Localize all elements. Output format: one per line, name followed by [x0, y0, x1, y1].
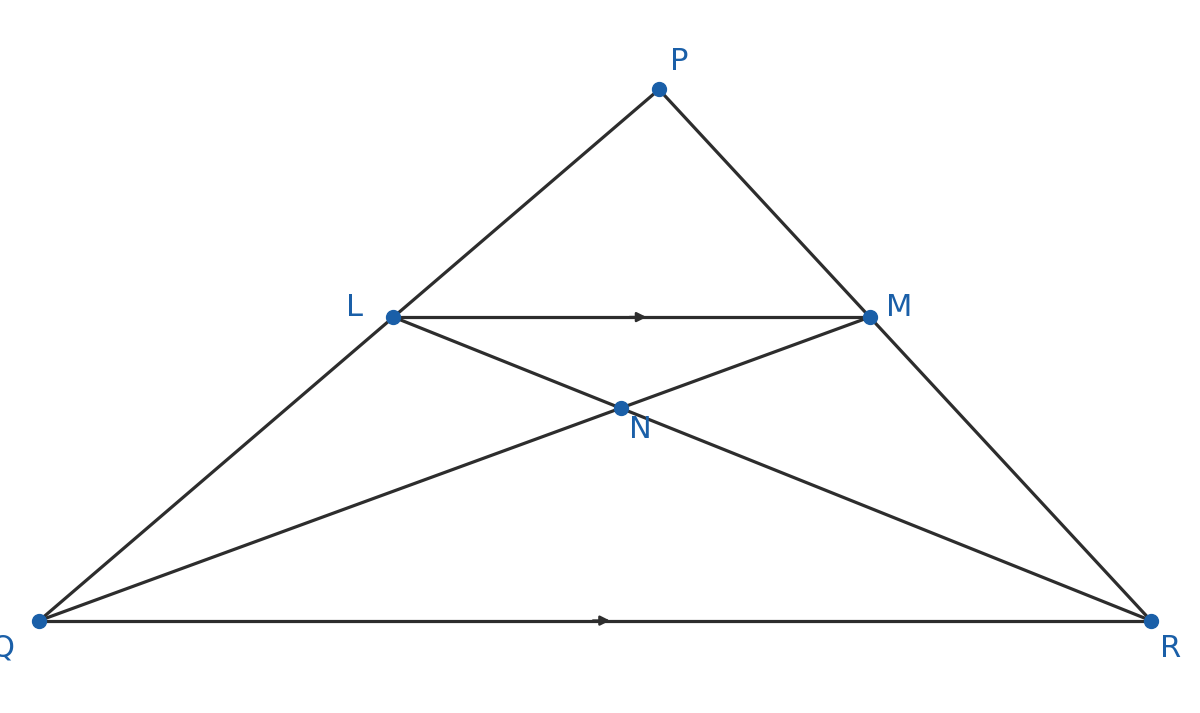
Text: N: N [629, 415, 652, 444]
Text: P: P [670, 47, 688, 76]
Point [1141, 615, 1160, 626]
Point [384, 312, 403, 323]
Text: Q: Q [0, 634, 14, 662]
Point [649, 83, 668, 95]
Text: M: M [886, 293, 912, 322]
Point [30, 615, 49, 626]
Point [611, 402, 630, 414]
Text: R: R [1160, 634, 1181, 662]
Text: L: L [346, 293, 362, 322]
Point [860, 312, 880, 323]
